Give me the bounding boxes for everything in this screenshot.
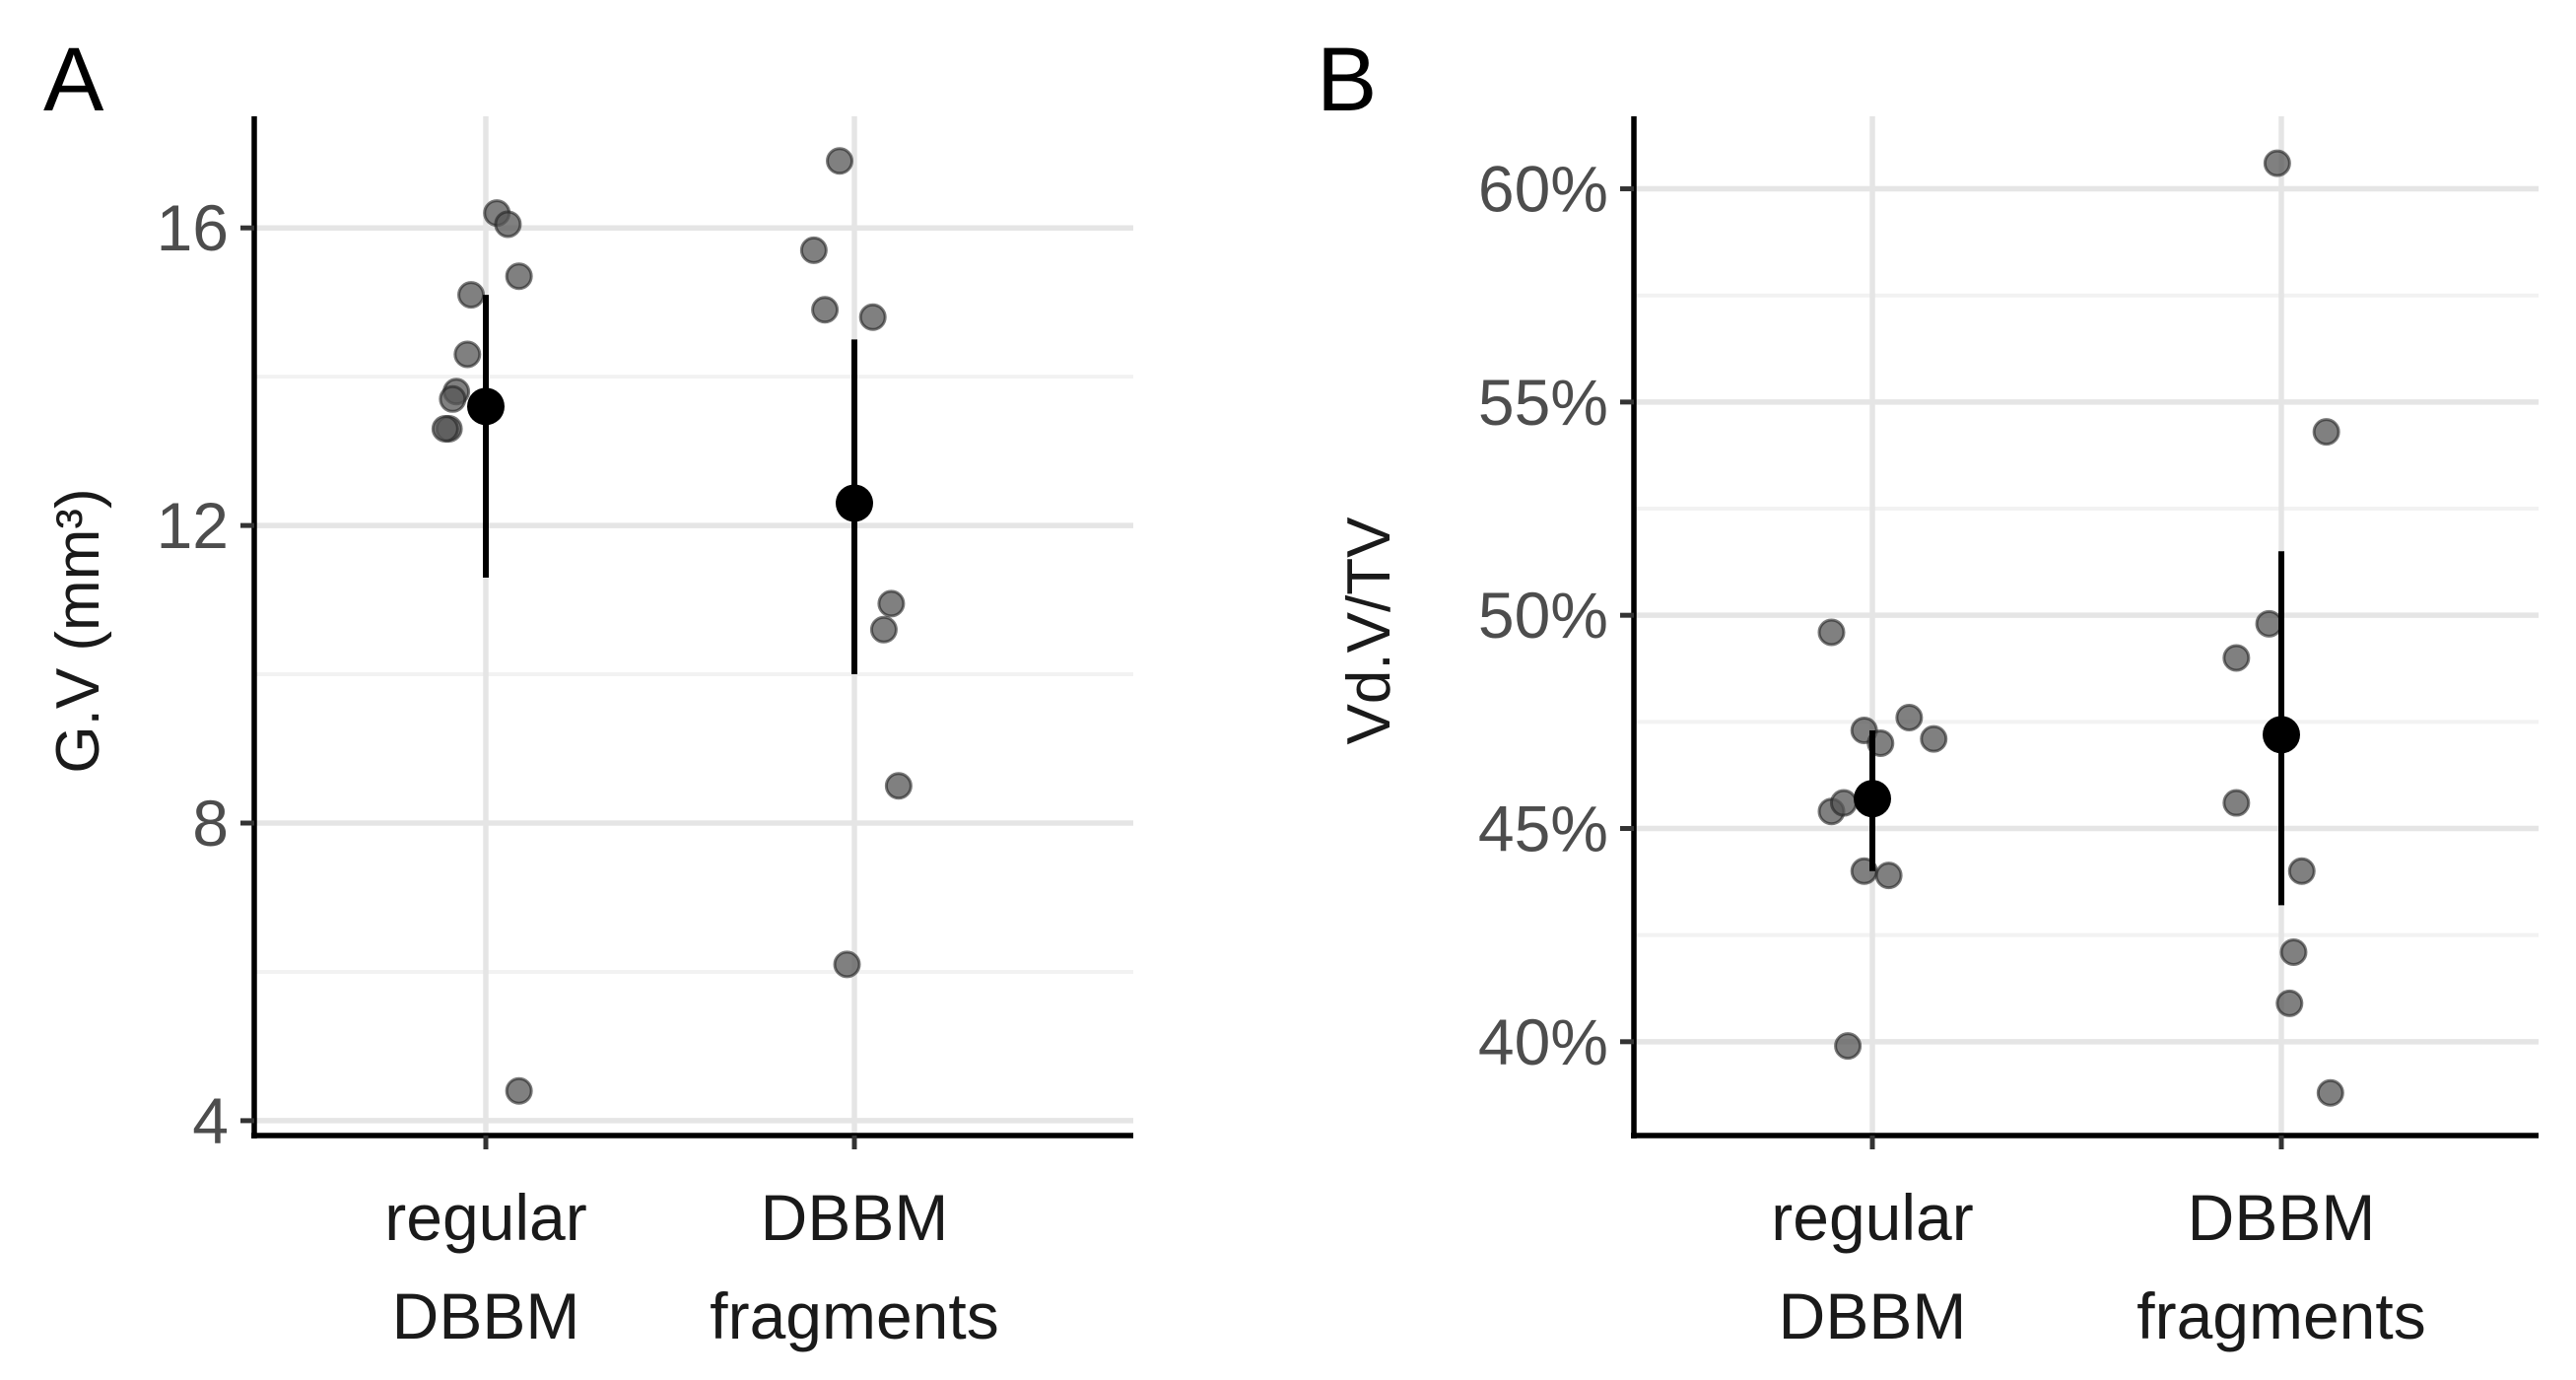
panel-b-y-tick-label: 60% [1478, 153, 1608, 226]
panel-b-y-axis-title: Vd.V/TV [1335, 517, 1403, 745]
panel-b-data-point [2287, 857, 2316, 885]
panel-a: 4 8 12 16 regular DBBM DBBM fragments G.V (mm³) A [43, 30, 1133, 1352]
panel-a-x-tick-label: regular [384, 1181, 586, 1254]
panel-b: 40% 45% 50% 55% 60% regular DBBM DBBM fragments V… [1317, 30, 2539, 1352]
panel-letter-a: A [43, 30, 104, 130]
panel-b-data-point [2279, 937, 2308, 966]
panel-a-y-tick-label: 8 [192, 787, 229, 860]
panel-b-data-point [2222, 789, 2251, 817]
panel-b-y-tick-label: 50% [1478, 579, 1608, 652]
panel-b-x-tick-label: fragments [2136, 1279, 2425, 1352]
panel-b-data-point [1920, 724, 1948, 753]
panel-a-y-tick-label: 16 [157, 191, 229, 264]
panel-b-data-point [2275, 989, 2304, 1017]
panel-a-data-point [494, 210, 522, 239]
panel-b-data-point [1895, 704, 1924, 732]
panel-a-data-point [833, 950, 861, 979]
panel-b-x-tick-label: regular [1771, 1181, 1973, 1254]
panel-a-data-point [858, 303, 887, 331]
panel-a-data-point [811, 296, 840, 324]
panel-a-data-point [453, 340, 482, 369]
panel-letter-b: B [1317, 30, 1377, 130]
panel-a-data-point [884, 772, 913, 800]
panel-b-x-tick-label: DBBM [2188, 1181, 2376, 1254]
panel-b-mean-point [2263, 716, 2300, 754]
panel-a-mean-point [467, 387, 505, 426]
panel-a-x-tick-label: fragments [710, 1279, 998, 1352]
panel-a-x-tick-label: DBBM [392, 1279, 580, 1352]
panel-a-y-tick-label: 4 [192, 1084, 229, 1157]
panel-a-data-point [457, 281, 486, 310]
panel-a-data-point [826, 147, 854, 175]
panel-b-data-point [2312, 418, 2340, 447]
panel-a-data-point [799, 236, 828, 264]
panel-a-mean-point [836, 484, 873, 522]
panel-a-y-tick-label: 12 [157, 489, 229, 562]
panel-b-data-point [2263, 149, 2291, 177]
panel-b-data-point [1834, 1032, 1863, 1061]
panel-b-data-point [2255, 609, 2283, 638]
panel-b-data-point [1874, 862, 1903, 890]
panel-b-data-point [1829, 789, 1858, 817]
panel-a-y-axis-title: G.V (mm³) [44, 488, 112, 773]
panel-a-data-point [505, 262, 533, 291]
panel-a-data-point [431, 414, 459, 443]
panel-b-y-tick-label: 55% [1478, 366, 1608, 439]
panel-a-data-point [439, 384, 467, 413]
panel-a-data-point [877, 589, 906, 618]
panel-a-data-point [869, 615, 898, 644]
panel-b-data-point [1817, 618, 1846, 647]
panel-b-x-tick-label: DBBM [1779, 1279, 1967, 1352]
panel-b-y-tick-label: 40% [1478, 1005, 1608, 1078]
panel-b-y-tick-label: 45% [1478, 793, 1608, 865]
panel-b-data-point [2222, 644, 2251, 672]
panel-a-x-tick-label: DBBM [761, 1181, 949, 1254]
panel-b-mean-point [1854, 780, 1891, 818]
panel-b-data-point [2316, 1078, 2344, 1107]
panel-a-data-point [505, 1076, 533, 1105]
